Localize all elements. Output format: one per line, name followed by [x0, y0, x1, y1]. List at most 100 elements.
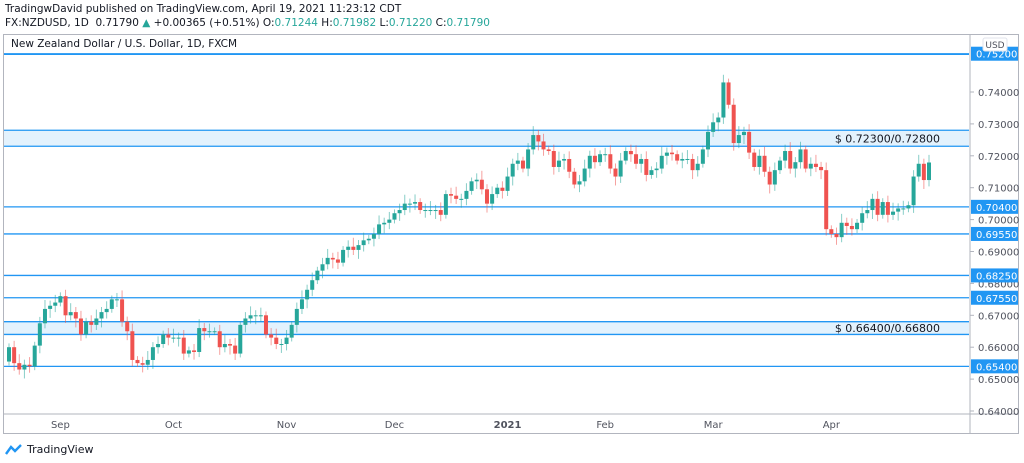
candle-up — [99, 312, 104, 319]
candle-up — [315, 270, 320, 281]
currency-badge-label: USD — [985, 41, 1004, 51]
candle-up — [310, 280, 315, 290]
price-tag-label: 0.69550 — [976, 230, 1017, 241]
candle-up — [253, 315, 258, 317]
candle-up — [711, 122, 716, 132]
y-tick-label: 0.71000 — [978, 184, 1019, 195]
candle-up — [721, 82, 726, 118]
price-tag — [971, 268, 1018, 283]
candle-down — [644, 158, 649, 175]
candle-down — [120, 299, 125, 322]
candle-up — [603, 154, 608, 156]
candle-down — [73, 312, 78, 319]
candle-up — [865, 210, 870, 214]
candle-down — [752, 152, 757, 167]
candle-down — [166, 334, 171, 338]
candle-up — [680, 158, 685, 161]
candle-up — [279, 344, 284, 346]
candle-up — [402, 203, 407, 211]
candle-down — [834, 233, 839, 238]
candle-up — [366, 238, 371, 241]
candle-down — [613, 168, 618, 177]
candle-up — [891, 211, 896, 215]
candle-down — [875, 198, 880, 215]
candle-up — [577, 181, 582, 185]
candle-up — [387, 219, 392, 223]
candle-up — [53, 302, 58, 306]
candle-down — [824, 170, 829, 230]
candle-down — [454, 195, 459, 199]
last-price: 0.71790 — [95, 17, 139, 29]
candle-up — [916, 163, 921, 177]
candle-down — [628, 151, 633, 155]
currency-badge[interactable] — [982, 37, 1008, 52]
candle-up — [197, 328, 202, 352]
candle-up — [212, 331, 217, 333]
candle-down — [78, 318, 83, 335]
price-tag-label: 0.67550 — [976, 294, 1017, 305]
y-tick-label: 0.67000 — [978, 311, 1019, 322]
x-tick-label: Mar — [704, 420, 724, 431]
candle-up — [459, 198, 464, 200]
candle-up — [526, 149, 531, 169]
candle-up — [68, 312, 73, 316]
candle-up — [109, 299, 114, 309]
candle-down — [592, 155, 597, 163]
candle-down — [27, 364, 32, 367]
candle-up — [258, 315, 263, 317]
candle-up — [685, 158, 690, 160]
candle-up — [664, 152, 669, 156]
candle-up — [562, 158, 567, 161]
candle-down — [233, 345, 238, 354]
candle-up — [505, 176, 510, 191]
candle-up — [294, 308, 299, 325]
candle-up — [901, 208, 906, 210]
candle-up — [104, 308, 109, 313]
candle-up — [772, 170, 777, 185]
candle-down — [438, 210, 443, 215]
candle-up — [407, 203, 412, 205]
candle-up — [443, 194, 448, 215]
price-tag-label: 0.68250 — [976, 271, 1017, 282]
candle-up — [222, 344, 227, 348]
candle-up — [741, 131, 746, 136]
candle-up — [582, 168, 587, 182]
triangle-up-icon: ▲ — [142, 17, 151, 29]
candle-down — [546, 149, 551, 152]
candle-up — [32, 345, 37, 367]
candle-down — [767, 171, 772, 185]
tradingview-brand[interactable]: TradingView — [5, 443, 93, 456]
candle-up — [911, 176, 916, 206]
candle-up — [325, 257, 330, 265]
price-tag-label: 0.65400 — [976, 362, 1017, 373]
candle-down — [274, 337, 279, 345]
candle-up — [371, 233, 376, 239]
high-label: H: — [321, 17, 333, 29]
candle-up — [906, 205, 911, 209]
y-tick-label: 0.74000 — [978, 88, 1019, 99]
candle-up — [716, 117, 721, 123]
candle-down — [921, 163, 926, 181]
candle-up — [176, 337, 181, 339]
candle-down — [608, 154, 613, 169]
candle-up — [659, 155, 664, 169]
candle-up — [161, 334, 166, 345]
candle-up — [860, 213, 865, 223]
candle-up — [382, 222, 387, 225]
candle-down — [762, 155, 767, 172]
candle-down — [803, 149, 808, 169]
candle-up — [464, 190, 469, 199]
candle-up — [413, 202, 418, 204]
candle-up — [156, 344, 161, 348]
x-tick-label: Dec — [385, 420, 404, 431]
candle-up — [896, 208, 901, 212]
candle-up — [469, 181, 474, 191]
candle-down — [418, 202, 423, 211]
candle-up — [855, 222, 860, 230]
candle-down — [125, 321, 130, 332]
x-tick-label: Feb — [596, 420, 614, 431]
y-tick-label: 0.65000 — [978, 375, 1019, 386]
y-tick-label: 0.66000 — [978, 343, 1019, 354]
publish-info: TradingwDavid published on TradingView.c… — [5, 3, 402, 15]
